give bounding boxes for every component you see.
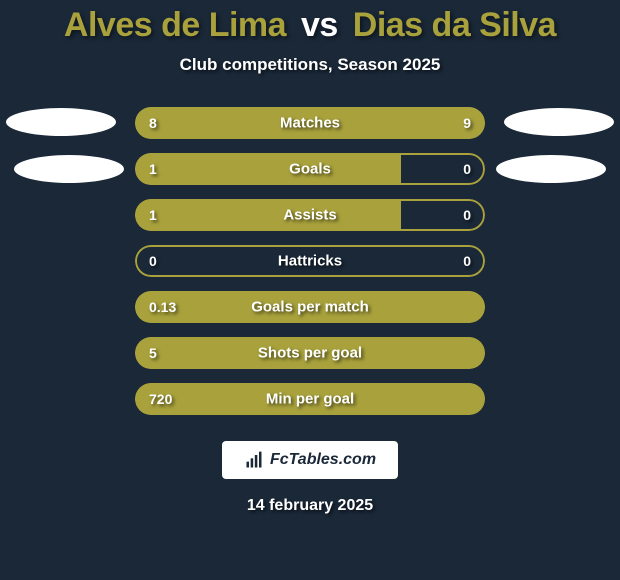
subtitle: Club competitions, Season 2025 xyxy=(0,55,620,75)
chart-area: 8 9 Matches 1 0 Goals 1 0 Assists 0 0 Hattricks 0.13… xyxy=(0,107,620,415)
placeholder-ellipse-icon xyxy=(6,108,116,136)
bar-fill-left xyxy=(135,153,401,185)
bar-value-left: 5 xyxy=(149,345,157,361)
branding-badge: FcTables.com xyxy=(222,441,398,479)
bar-row: 5 Shots per goal xyxy=(135,337,485,369)
bar-value-left: 720 xyxy=(149,391,172,407)
chart-icon xyxy=(244,450,264,470)
vs-text: vs xyxy=(301,6,338,44)
infographic-container: Alves de Lima vs Dias da Silva Club comp… xyxy=(0,0,620,580)
bar-row: 1 0 Assists xyxy=(135,199,485,231)
bar-row: 8 9 Matches xyxy=(135,107,485,139)
bar-label: Hattricks xyxy=(278,253,342,270)
player2-name: Dias da Silva xyxy=(353,6,556,44)
bar-value-left: 0.13 xyxy=(149,299,176,315)
brand-text: FcTables.com xyxy=(270,451,376,469)
bar-row: 0 0 Hattricks xyxy=(135,245,485,277)
bar-fill-left xyxy=(135,199,401,231)
bar-label: Matches xyxy=(280,115,340,132)
bar-value-right: 0 xyxy=(463,253,471,269)
bar-label: Assists xyxy=(283,207,336,224)
bar-value-right: 0 xyxy=(463,207,471,223)
bar-value-left: 0 xyxy=(149,253,157,269)
bar-fill-left xyxy=(135,107,300,139)
bar-value-right: 0 xyxy=(463,161,471,177)
bar-label: Shots per goal xyxy=(258,345,362,362)
bar-row: 1 0 Goals xyxy=(135,153,485,185)
title: Alves de Lima vs Dias da Silva xyxy=(0,0,620,45)
placeholder-ellipse-icon xyxy=(14,155,124,183)
bar-label: Goals per match xyxy=(251,299,369,316)
date-text: 14 february 2025 xyxy=(0,497,620,515)
bar-label: Min per goal xyxy=(266,391,354,408)
bar-value-left: 8 xyxy=(149,115,157,131)
bars-list: 8 9 Matches 1 0 Goals 1 0 Assists 0 0 Hattricks 0.13… xyxy=(135,107,485,415)
bar-value-left: 1 xyxy=(149,207,157,223)
bar-value-right: 9 xyxy=(463,115,471,131)
bar-label: Goals xyxy=(289,161,331,178)
bar-value-left: 1 xyxy=(149,161,157,177)
placeholder-ellipse-icon xyxy=(504,108,614,136)
placeholder-ellipse-icon xyxy=(496,155,606,183)
bar-row: 0.13 Goals per match xyxy=(135,291,485,323)
player1-name: Alves de Lima xyxy=(64,6,286,44)
bar-row: 720 Min per goal xyxy=(135,383,485,415)
